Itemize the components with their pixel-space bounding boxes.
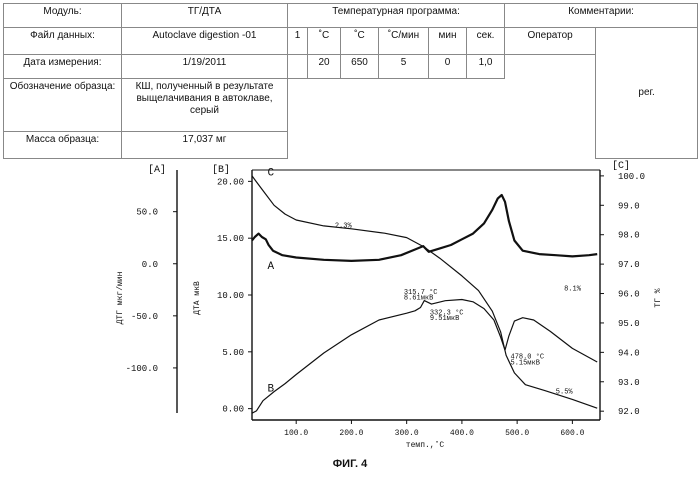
dtg-tick-label-3: -100.0 xyxy=(126,364,158,374)
program-min: 0 xyxy=(428,53,467,80)
data-file-value: Autoclave digestion -01 xyxy=(121,27,288,55)
operator-label: Оператор xyxy=(504,27,597,55)
x-tick-label-2: 300.0 xyxy=(395,429,419,438)
panel-label-a: [A] xyxy=(148,164,166,176)
x-axis-label: темп.,˚C xyxy=(406,441,445,450)
x-tick-label-3: 400.0 xyxy=(450,429,474,438)
x-tick-label-4: 500.0 xyxy=(505,429,529,438)
x-tick-label-5: 600.0 xyxy=(560,429,584,438)
program-index: 1 xyxy=(287,27,308,55)
figure-caption: ФИГ. 4 xyxy=(332,458,368,470)
panel-label-b: [B] xyxy=(212,164,230,176)
data-file-label: Файл данных: xyxy=(3,27,122,55)
annotation-1: 315.7 °C xyxy=(404,288,438,297)
annotation-8: 5.5% xyxy=(556,389,574,397)
series-line-b xyxy=(251,298,598,414)
comments-cell: рег. xyxy=(595,27,699,159)
curve-label-a: A xyxy=(267,261,274,273)
program-end: 650 xyxy=(340,53,379,80)
tg-tick-label-6: 94.0 xyxy=(618,348,640,358)
x-tick-label-1: 200.0 xyxy=(339,429,363,438)
dta-tick-label-3: 5.00 xyxy=(222,348,244,358)
dtg-tick-label-2: -50.0 xyxy=(131,312,158,322)
mass-value: 17,037 мг xyxy=(121,131,288,159)
dtg-axis-label: ДТГ мкг/мин xyxy=(116,271,125,324)
tg-tick-label-8: 92.0 xyxy=(618,407,640,417)
program-sec: 1,0 xyxy=(465,53,506,80)
tg-tick-label-1: 99.0 xyxy=(618,201,640,211)
curve-label-c: C xyxy=(267,168,274,180)
chart-labels: темп.,˚C [A] [B] [C] ДТГ мкг/мин ДТА мкВ ТГ % 2… xyxy=(116,160,663,450)
sample-value: КШ, полученный в результате выщелачивани… xyxy=(121,78,288,133)
annotation-7: 8.1% xyxy=(564,286,582,294)
module-value: ТГ/ДТА xyxy=(121,2,288,29)
unit-sec: сек. xyxy=(465,27,506,55)
tg-tick-label-5: 95.0 xyxy=(618,319,640,329)
tg-tick-label-7: 93.0 xyxy=(618,378,640,388)
unit-rate: ˚С/мин xyxy=(378,27,429,55)
sample-label: Обозначение образца: xyxy=(3,78,122,133)
measurement-table: Модуль: ТГ/ДТА Температурная программа: … xyxy=(3,2,699,159)
mass-label: Масса образца: xyxy=(3,131,122,159)
measure-date-value: 1/19/2011 xyxy=(121,53,288,80)
unit-min: мин xyxy=(428,27,467,55)
tg-tick-label-0: 100.0 xyxy=(618,172,645,182)
panel-label-c: [C] xyxy=(612,160,630,172)
module-label: Модуль: xyxy=(3,2,122,29)
chart-axes xyxy=(176,169,601,421)
annotation-0: 2.3% xyxy=(335,222,353,230)
tg-tick-label-4: 96.0 xyxy=(618,290,640,300)
x-tick-label-0: 100.0 xyxy=(284,429,308,438)
measure-date-label: Дата измерения: xyxy=(3,53,122,80)
operator-empty xyxy=(505,54,596,158)
chart-ticks: 100.0 200.0 300.0 400.0 500.0 600.0 20.00 15.00… xyxy=(126,172,645,438)
unit-end-temp: ˚C xyxy=(340,27,379,55)
program-blank xyxy=(288,79,505,159)
chart-series xyxy=(251,175,598,414)
program-empty xyxy=(287,53,308,80)
dta-tick-label-1: 15.00 xyxy=(217,234,244,244)
dtg-tick-label-1: 0.0 xyxy=(142,260,158,270)
thermal-analysis-chart: 100.0 200.0 300.0 400.0 500.0 600.0 20.00 15.00… xyxy=(116,160,663,450)
program-start: 20 xyxy=(307,53,341,80)
program-rate: 5 xyxy=(378,53,429,80)
series-line-a xyxy=(251,193,598,262)
dta-tick-label-4: 0.00 xyxy=(222,405,244,415)
tg-tick-label-2: 98.0 xyxy=(618,231,640,241)
dta-tick-label-0: 20.00 xyxy=(217,177,244,187)
tg-axis-label: ТГ % xyxy=(654,288,663,307)
dta-tick-label-2: 10.00 xyxy=(217,291,244,301)
annotation-2: 8.61мкВ xyxy=(404,295,433,303)
series-line-c xyxy=(251,175,598,409)
reg-text: рег. xyxy=(638,87,655,99)
comments-header: Комментарии: xyxy=(504,2,699,29)
annotation-3: 332.3 °C xyxy=(430,308,464,317)
temperature-program-header: Температурная программа: xyxy=(286,2,506,29)
annotation-5: 478.0 °C xyxy=(511,353,545,362)
curve-label-b: B xyxy=(267,384,274,396)
dta-axis-label: ДТА мкВ xyxy=(193,281,202,315)
tg-tick-label-3: 97.0 xyxy=(618,260,640,270)
unit-start-temp: ˚C xyxy=(307,27,341,55)
annotation-6: 5.15мкВ xyxy=(511,359,540,367)
annotation-4: 9.51мкВ xyxy=(430,315,459,323)
dtg-tick-label-0: 50.0 xyxy=(136,208,158,218)
